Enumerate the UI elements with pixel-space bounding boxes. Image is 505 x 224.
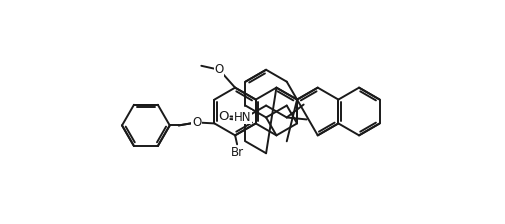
Text: O: O — [214, 63, 223, 76]
Text: HN: HN — [233, 110, 250, 123]
Text: O: O — [191, 116, 201, 129]
Text: O: O — [218, 110, 228, 123]
Text: Br: Br — [230, 146, 243, 159]
